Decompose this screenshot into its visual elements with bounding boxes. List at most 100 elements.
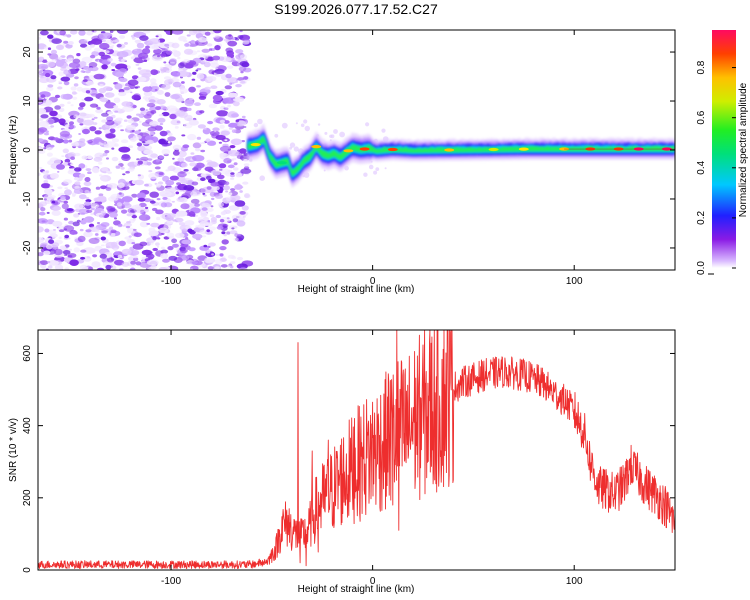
noise-cell [227, 164, 235, 169]
noise-cell [99, 253, 108, 259]
noise-cell [195, 162, 205, 169]
noise-cell [146, 161, 152, 166]
noise-cell [151, 207, 158, 212]
noise-cell [47, 265, 53, 269]
noise-cell [64, 187, 68, 190]
noise-cell [165, 180, 175, 186]
noise-cell [242, 215, 246, 218]
noise-cell [77, 112, 88, 119]
snr-x-axis: -100 0 100 [161, 330, 583, 587]
noise-cell [78, 133, 81, 135]
noise-cell [38, 63, 49, 70]
noise-cell [130, 91, 133, 94]
noise-cell [70, 156, 75, 160]
noise-cell [381, 128, 386, 133]
noise-cell [239, 148, 247, 154]
spectrogram-y-tick-label: -10 [22, 191, 33, 206]
noise-cell [68, 220, 74, 225]
noise-cell [244, 126, 247, 128]
noise-cell [79, 102, 86, 108]
noise-cell [94, 233, 99, 236]
noise-cell [166, 106, 170, 109]
noise-cell [167, 132, 173, 137]
noise-cell [86, 256, 91, 259]
noise-cell [208, 226, 217, 231]
noise-cell [230, 177, 235, 180]
noise-cell [105, 133, 116, 139]
noise-cell [215, 90, 224, 96]
noise-cell [116, 195, 121, 198]
noise-cell [91, 38, 103, 45]
noise-cell [153, 48, 162, 55]
snr-x-tick-label: 100 [566, 576, 583, 587]
noise-cell [177, 70, 189, 77]
noise-cell [191, 181, 199, 186]
noise-cell [200, 177, 206, 182]
noise-cell [229, 261, 236, 265]
snr-series-line [38, 330, 675, 570]
noise-cell [187, 107, 192, 111]
noise-cell [62, 139, 69, 144]
noise-cell [43, 198, 47, 201]
noise-cell [72, 194, 76, 197]
noise-cell [218, 190, 223, 194]
noise-cell [91, 118, 95, 121]
noise-cell [105, 187, 112, 191]
colorbar-ticks: 0.0 0.2 0.4 0.6 0.8 [696, 60, 736, 275]
noise-cell [181, 255, 190, 261]
noise-cell [192, 155, 205, 162]
noise-cell [95, 109, 103, 114]
noise-cell [225, 190, 229, 193]
noise-cell [119, 35, 125, 39]
noise-cell [83, 181, 92, 187]
noise-cell [237, 256, 243, 261]
noise-cell [80, 39, 87, 44]
noise-cell [125, 170, 130, 174]
noise-cell [85, 80, 95, 86]
noise-cell [82, 142, 86, 145]
noise-cell [181, 81, 185, 84]
noise-cell [180, 162, 188, 168]
noise-cell [121, 101, 131, 107]
noise-cell [118, 77, 124, 82]
noise-cell [232, 218, 239, 223]
noise-cell [218, 141, 222, 144]
noise-cell [215, 214, 222, 219]
noise-cell [232, 98, 239, 102]
noise-cell [224, 181, 230, 186]
noise-cell [151, 55, 164, 62]
noise-cell [154, 166, 161, 170]
noise-cell [166, 198, 172, 203]
noise-cell [233, 167, 239, 171]
noise-cell [101, 119, 107, 123]
noise-cell [215, 253, 220, 256]
noise-cell [227, 265, 231, 268]
noise-cell [183, 169, 189, 172]
noise-cell [146, 259, 159, 266]
noise-cell [154, 88, 158, 92]
noise-cell [43, 132, 50, 136]
noise-cell [216, 110, 229, 117]
noise-cell [214, 130, 217, 132]
noise-cell [143, 198, 152, 203]
noise-cell [87, 67, 94, 72]
noise-cell [281, 122, 288, 129]
noise-cell [230, 188, 236, 192]
noise-cell [172, 150, 180, 156]
noise-cell [229, 145, 236, 149]
noise-cell [221, 231, 226, 235]
noise-cell [175, 232, 185, 238]
noise-cell [206, 250, 211, 254]
colorbar-tick-label: 0.8 [696, 60, 707, 74]
noise-cell [194, 102, 201, 106]
noise-cell [139, 221, 149, 228]
noise-cell [48, 239, 55, 244]
noise-cell [40, 207, 46, 212]
noise-cell [49, 110, 58, 117]
noise-cell [76, 53, 81, 57]
noise-cell [156, 216, 161, 221]
noise-cell [81, 98, 85, 102]
noise-cell [134, 130, 141, 135]
spectrogram-y-tick-label: 10 [22, 95, 33, 107]
noise-cell [40, 94, 46, 99]
